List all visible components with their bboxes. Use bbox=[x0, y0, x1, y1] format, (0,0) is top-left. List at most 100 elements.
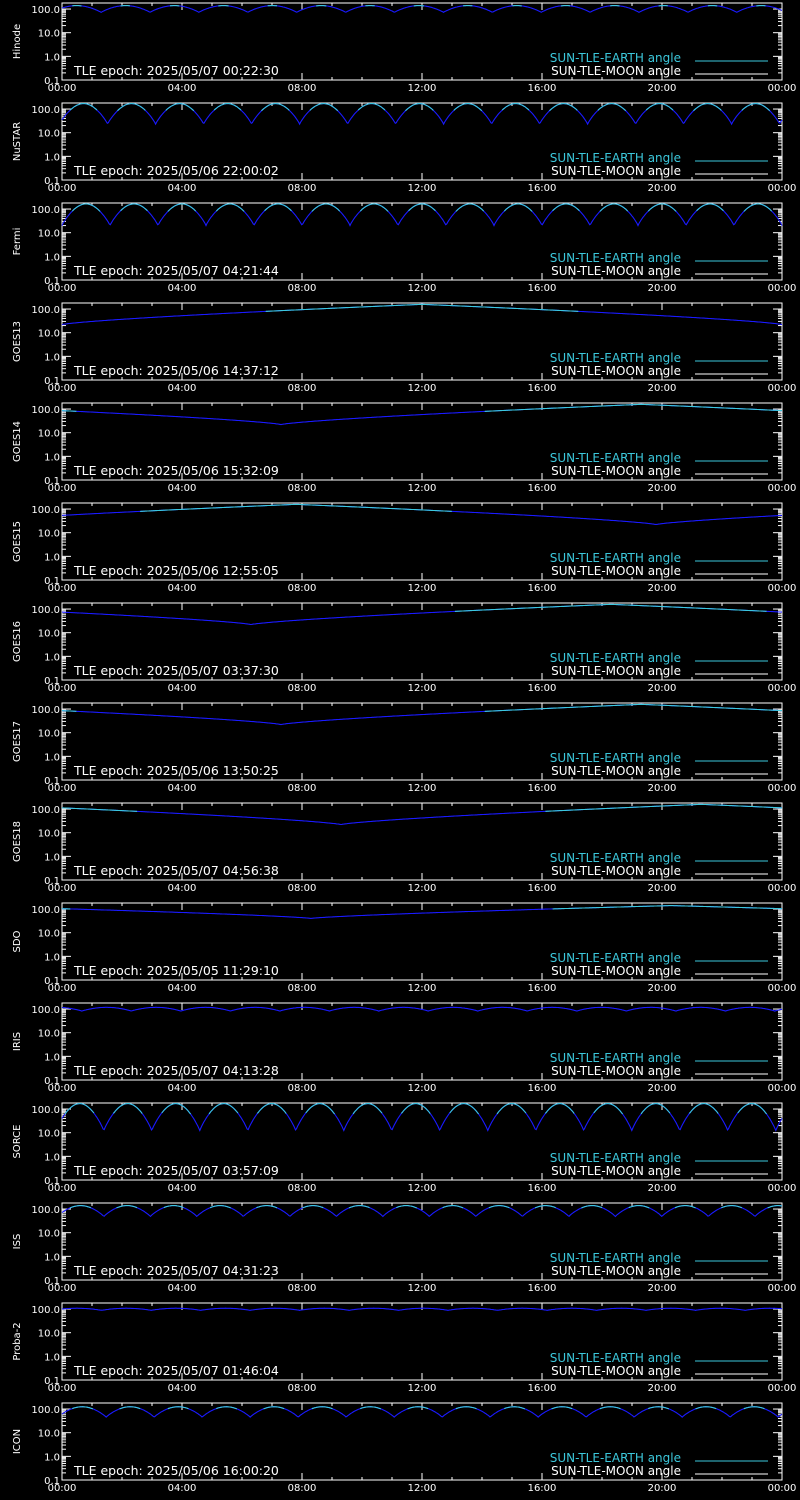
x-tick-label: 04:00 bbox=[168, 783, 197, 794]
y-axis-label: GOES13 bbox=[12, 321, 23, 362]
series-line-highlight bbox=[645, 103, 674, 111]
x-tick-label: 12:00 bbox=[408, 1383, 437, 1394]
x-tick-label: 00:00 bbox=[48, 283, 77, 294]
series-line-sun-tle-earth bbox=[61, 1006, 783, 1012]
x-tick-label: 00:00 bbox=[48, 83, 77, 94]
legend-label-moon: SUN-TLE-MOON angle bbox=[551, 564, 681, 578]
x-tick-label: 12:00 bbox=[408, 283, 437, 294]
tle-epoch-label: TLE epoch: 2025/05/05 11:29:10 bbox=[73, 963, 279, 978]
y-tick-label: 10.0 bbox=[38, 1029, 60, 1040]
series-line-highlight bbox=[544, 1103, 575, 1114]
tle-epoch-label: TLE epoch: 2025/05/06 12:55:05 bbox=[73, 563, 279, 578]
series-line-highlight bbox=[62, 807, 138, 812]
x-tick-label: 12:00 bbox=[408, 583, 437, 594]
x-tick-label: 00:00 bbox=[48, 983, 77, 994]
x-tick-label: 00:00 bbox=[768, 1283, 797, 1294]
legend-label-earth: SUN-TLE-EARTH angle bbox=[550, 651, 681, 665]
x-tick-label: 08:00 bbox=[288, 783, 317, 794]
series-line-highlight bbox=[488, 1205, 510, 1209]
series-line-highlight bbox=[360, 1406, 382, 1410]
x-tick-label: 00:00 bbox=[768, 983, 797, 994]
y-axis-label: GOES17 bbox=[12, 721, 23, 762]
legend-label-moon: SUN-TLE-MOON angle bbox=[551, 764, 681, 778]
x-tick-label: 04:00 bbox=[168, 83, 197, 94]
panel-sorce: 100.010.01.00.100:00 04:00 08:00 12:00 16:00… bbox=[12, 1102, 796, 1194]
legend-label-earth: SUN-TLE-EARTH angle bbox=[550, 351, 681, 365]
x-tick-label: 00:00 bbox=[768, 383, 797, 394]
x-tick-label: 08:00 bbox=[288, 283, 317, 294]
y-tick-label: 0.1 bbox=[44, 776, 60, 787]
x-tick-label: 04:00 bbox=[168, 683, 197, 694]
y-tick-label: 10.0 bbox=[38, 529, 60, 540]
legend-label-earth: SUN-TLE-EARTH angle bbox=[550, 51, 681, 65]
series-line-highlight bbox=[693, 103, 722, 112]
x-tick-label: 12:00 bbox=[408, 983, 437, 994]
x-tick-label: 16:00 bbox=[528, 1483, 557, 1494]
y-tick-label: 10.0 bbox=[38, 629, 60, 640]
x-tick-label: 16:00 bbox=[528, 83, 557, 94]
x-tick-label: 04:00 bbox=[168, 483, 197, 494]
panel-goes15: 100.010.01.00.100:00 04:00 08:00 12:00 16:00… bbox=[12, 502, 796, 594]
x-tick-label: 16:00 bbox=[528, 783, 557, 794]
series-line-highlight bbox=[484, 703, 782, 712]
series-line-highlight bbox=[581, 1205, 603, 1209]
x-tick-label: 08:00 bbox=[288, 583, 317, 594]
x-tick-label: 12:00 bbox=[408, 783, 437, 794]
y-tick-label: 10.0 bbox=[38, 1329, 60, 1340]
x-tick-label: 04:00 bbox=[168, 1383, 197, 1394]
y-tick-label: 10.0 bbox=[38, 429, 60, 440]
tle-epoch-label: TLE epoch: 2025/05/06 16:00:20 bbox=[73, 1463, 279, 1478]
legend-label-earth: SUN-TLE-EARTH angle bbox=[550, 251, 681, 265]
legend-label-moon: SUN-TLE-MOON angle bbox=[551, 964, 681, 978]
legend-label-moon: SUN-TLE-MOON angle bbox=[551, 1164, 681, 1178]
x-tick-label: 20:00 bbox=[648, 1183, 677, 1194]
y-tick-label: 0.1 bbox=[44, 1176, 60, 1187]
series-line-highlight bbox=[737, 1103, 768, 1115]
y-axis-label: Hinode bbox=[12, 24, 23, 59]
series-line-highlight bbox=[215, 203, 245, 212]
x-tick-label: 12:00 bbox=[408, 1083, 437, 1094]
legend-label-earth: SUN-TLE-EARTH angle bbox=[550, 851, 681, 865]
y-tick-label: 0.1 bbox=[44, 76, 60, 87]
panel-goes14: 100.010.01.00.100:00 04:00 08:00 12:00 16:00… bbox=[12, 402, 796, 494]
series-line-highlight bbox=[552, 905, 782, 910]
x-tick-label: 04:00 bbox=[168, 1183, 197, 1194]
x-tick-label: 08:00 bbox=[288, 1383, 317, 1394]
x-tick-label: 20:00 bbox=[648, 483, 677, 494]
y-tick-label: 1.0 bbox=[44, 752, 60, 763]
y-tick-label: 10.0 bbox=[38, 1129, 60, 1140]
series-line-highlight bbox=[263, 1406, 285, 1410]
x-tick-label: 08:00 bbox=[288, 383, 317, 394]
y-axis-label: GOES18 bbox=[12, 821, 23, 862]
x-tick-label: 12:00 bbox=[408, 383, 437, 394]
y-axis-label: SORCE bbox=[12, 1125, 23, 1159]
y-tick-label: 10.0 bbox=[38, 729, 60, 740]
x-tick-label: 20:00 bbox=[648, 1283, 677, 1294]
series-line-highlight bbox=[348, 1205, 370, 1209]
series-line-highlight bbox=[116, 1205, 138, 1209]
x-tick-label: 16:00 bbox=[528, 583, 557, 594]
series-line-highlight bbox=[767, 1205, 783, 1209]
legend-label-moon: SUN-TLE-MOON angle bbox=[551, 864, 681, 878]
series-line-highlight bbox=[112, 1103, 143, 1114]
x-tick-label: 12:00 bbox=[408, 1283, 437, 1294]
series-line-highlight bbox=[359, 203, 389, 212]
x-tick-label: 12:00 bbox=[408, 1183, 437, 1194]
y-tick-label: 100.0 bbox=[31, 505, 60, 516]
y-tick-label: 0.1 bbox=[44, 376, 60, 387]
x-tick-label: 00:00 bbox=[768, 683, 797, 694]
series-line-highlight bbox=[165, 103, 195, 112]
x-tick-label: 00:00 bbox=[768, 183, 797, 194]
x-tick-label: 00:00 bbox=[48, 583, 77, 594]
x-tick-label: 16:00 bbox=[528, 1183, 557, 1194]
y-tick-label: 0.1 bbox=[44, 676, 60, 687]
x-tick-label: 16:00 bbox=[528, 883, 557, 894]
legend-label-moon: SUN-TLE-MOON angle bbox=[551, 664, 681, 678]
legend-label-moon: SUN-TLE-MOON angle bbox=[551, 464, 681, 478]
series-line-highlight bbox=[216, 1406, 238, 1410]
series-line-highlight bbox=[265, 303, 579, 312]
x-tick-label: 20:00 bbox=[648, 383, 677, 394]
x-tick-label: 16:00 bbox=[528, 383, 557, 394]
panel-icon: 100.010.01.00.100:00 04:00 08:00 12:00 16:00… bbox=[12, 1402, 796, 1494]
series-line-highlight bbox=[597, 103, 627, 112]
